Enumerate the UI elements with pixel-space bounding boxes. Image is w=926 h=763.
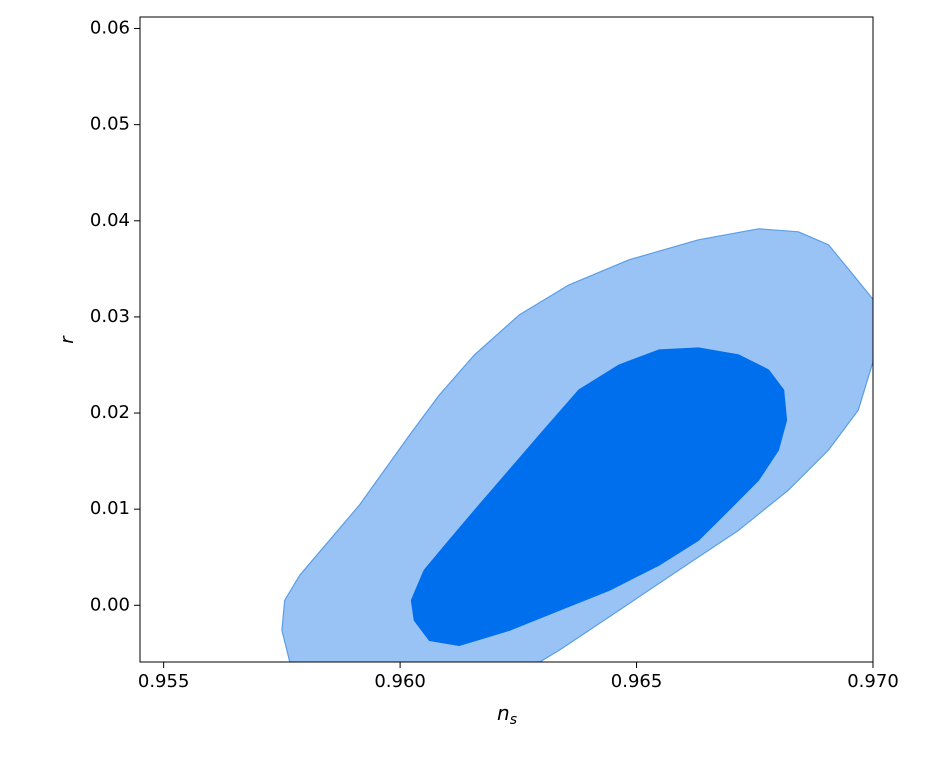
y-tick-label: 0.00 bbox=[90, 594, 130, 615]
plot-area bbox=[281, 228, 873, 662]
x-tick-label: 0.965 bbox=[611, 671, 663, 692]
x-axis-label: ns bbox=[497, 701, 517, 729]
y-tick-label: 0.05 bbox=[90, 114, 130, 135]
y-tick-label: 0.01 bbox=[90, 498, 130, 519]
x-tick-label: 0.960 bbox=[374, 671, 426, 692]
x-label-base: n bbox=[497, 701, 510, 725]
x-tick-label: 0.970 bbox=[847, 671, 899, 692]
x-label-subscript: s bbox=[510, 712, 517, 728]
y-tick-label: 0.06 bbox=[90, 18, 130, 39]
contour-region bbox=[410, 347, 788, 646]
y-tick-label: 0.03 bbox=[90, 306, 130, 327]
axes-frame bbox=[139, 16, 874, 663]
y-axis-label: r bbox=[57, 335, 78, 344]
y-tick-label: 0.02 bbox=[90, 402, 130, 423]
x-tick-label: 0.955 bbox=[138, 671, 190, 692]
y-tick-label: 0.04 bbox=[90, 210, 130, 231]
